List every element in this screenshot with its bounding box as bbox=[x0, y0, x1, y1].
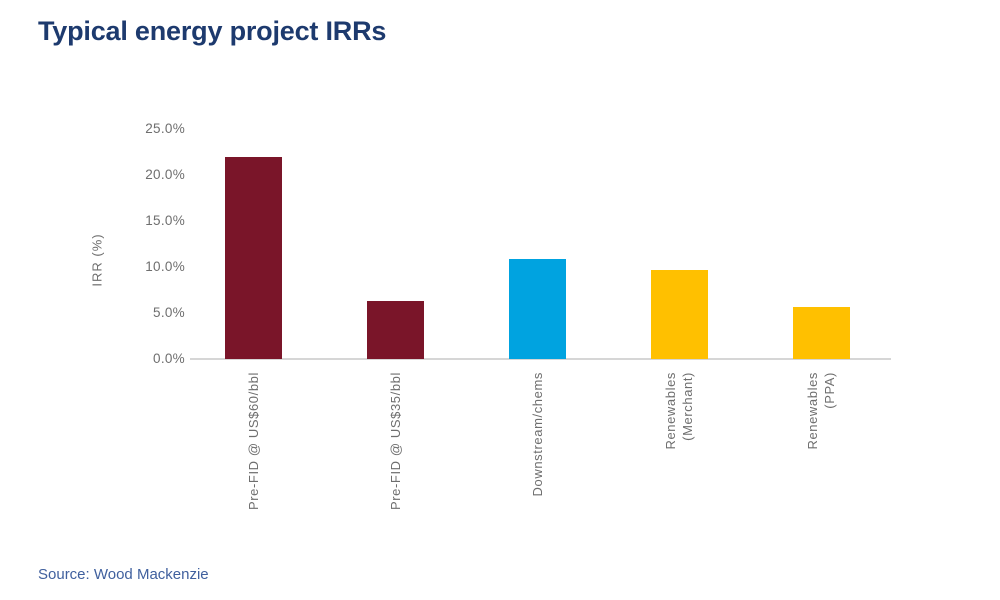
y-tick-label: 25.0% bbox=[145, 121, 185, 136]
x-axis-line bbox=[190, 358, 891, 360]
bar-renewables-ppa- bbox=[793, 307, 850, 359]
chart-title: Typical energy project IRRs bbox=[38, 16, 387, 46]
source-note: Source: Wood Mackenzie bbox=[38, 566, 209, 583]
x-axis-label: Renewables (Merchant) bbox=[663, 372, 695, 450]
y-tick-label: 0.0% bbox=[153, 351, 185, 366]
y-tick-label: 15.0% bbox=[145, 213, 185, 228]
x-axis-label: Downstream/chems bbox=[530, 372, 545, 497]
x-axis-label: Pre-FID @ US$60/bbl bbox=[246, 372, 261, 511]
bar-renewables-merchant- bbox=[651, 270, 708, 359]
x-axis-label: Pre-FID @ US$35/bbl bbox=[388, 372, 403, 511]
bar-pre-fid-us-60-bbl bbox=[225, 157, 282, 359]
bar-pre-fid-us-35-bbl bbox=[367, 301, 424, 359]
y-tick-label: 10.0% bbox=[145, 259, 185, 274]
bar-downstream-chems bbox=[509, 259, 566, 359]
y-tick-label: 20.0% bbox=[145, 167, 185, 182]
x-axis-label: Renewables (PPA) bbox=[805, 372, 837, 450]
y-tick-label: 5.0% bbox=[153, 305, 185, 320]
